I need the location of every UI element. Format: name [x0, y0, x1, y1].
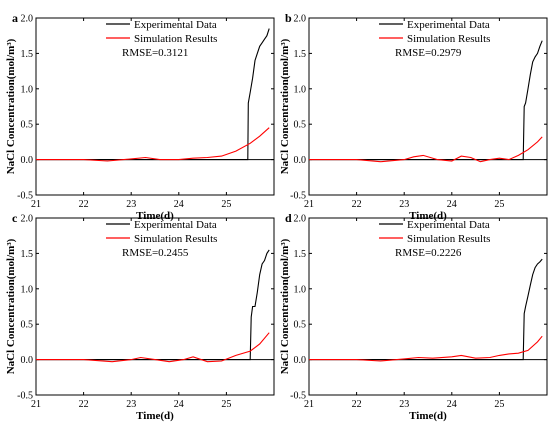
x-axis-title: Time(d) — [409, 410, 447, 422]
legend-label-experimental: Experimental Data — [134, 219, 217, 231]
panels-layer: -0.5 0.0 0.5 1.0 1.5 2.0 21 22 23 24 25 Experimenta… — [5, 11, 548, 422]
x-tick-label: 23 — [399, 399, 409, 410]
x-tick-label: 25 — [221, 399, 231, 410]
x-tick-label: 22 — [352, 399, 362, 410]
rmse-annotation: RMSE=0.2979 — [395, 47, 462, 59]
y-tick-label: 0.5 — [294, 120, 307, 131]
y-axis-title: NaCl Concentration(mol/m³) — [5, 238, 17, 374]
x-tick-label: 23 — [126, 199, 136, 210]
legend-label-simulation: Simulation Results — [407, 33, 490, 45]
x-axis-title: Time(d) — [409, 210, 447, 222]
y-tick-label: 2.0 — [294, 14, 307, 25]
series-line-experimental — [309, 40, 543, 161]
panel-c: -0.5 0.0 0.5 1.0 1.5 2.0 21 22 23 24 25 Experimenta… — [5, 211, 275, 422]
y-tick-label: 0.0 — [294, 155, 307, 166]
panel-letter: d — [285, 211, 292, 225]
legend-label-experimental: Experimental Data — [134, 19, 217, 31]
y-axis-title: NaCl Concentration(mol/m³) — [279, 238, 291, 374]
series-line-experimental — [36, 28, 270, 161]
x-tick-label: 22 — [79, 399, 89, 410]
y-axis-title: NaCl Concentration(mol/m³) — [5, 38, 17, 174]
y-tick-label: -0.5 — [290, 391, 306, 402]
x-tick-label: 24 — [174, 399, 184, 410]
y-tick-label: 0.5 — [21, 120, 34, 131]
x-tick-label: 25 — [494, 399, 504, 410]
y-tick-label: 0.5 — [294, 320, 307, 331]
y-tick-label: 0.5 — [21, 320, 34, 331]
y-tick-label: 2.0 — [21, 14, 34, 25]
series-line-simulation — [36, 127, 270, 162]
panel-b: -0.5 0.0 0.5 1.0 1.5 2.0 21 22 23 24 25 Experimenta… — [279, 11, 548, 222]
panel-letter: b — [285, 11, 292, 25]
x-tick-label: 23 — [126, 399, 136, 410]
y-tick-label: 0.0 — [21, 155, 34, 166]
y-tick-label: 1.0 — [21, 284, 34, 295]
panel-d: -0.5 0.0 0.5 1.0 1.5 2.0 21 22 23 24 25 Experimenta… — [279, 211, 548, 422]
plot-frame — [308, 217, 548, 396]
x-tick-label: 24 — [447, 199, 457, 210]
plot-frame — [308, 17, 548, 196]
x-tick-label: 25 — [221, 199, 231, 210]
x-tick-label: 21 — [31, 399, 41, 410]
x-tick-label: 23 — [399, 199, 409, 210]
x-tick-label: 22 — [352, 199, 362, 210]
panel-a: -0.5 0.0 0.5 1.0 1.5 2.0 21 22 23 24 25 Experimenta… — [5, 11, 275, 222]
legend-label-experimental: Experimental Data — [407, 19, 490, 31]
y-tick-label: -0.5 — [290, 191, 306, 202]
y-tick-label: -0.5 — [17, 191, 33, 202]
y-tick-label: 0.0 — [21, 355, 34, 366]
x-axis-title: Time(d) — [136, 210, 174, 222]
y-tick-label: 2.0 — [21, 214, 34, 225]
y-tick-label: 1.0 — [294, 284, 307, 295]
y-tick-label: 2.0 — [294, 214, 307, 225]
series-line-simulation — [309, 335, 543, 362]
series-line-simulation — [36, 332, 270, 363]
y-tick-label: 1.0 — [294, 84, 307, 95]
x-tick-label: 25 — [494, 199, 504, 210]
y-tick-label: 1.0 — [21, 84, 34, 95]
x-tick-label: 21 — [304, 199, 314, 210]
y-tick-label: 1.5 — [21, 49, 34, 60]
rmse-annotation: RMSE=0.2455 — [122, 247, 189, 259]
legend-label-simulation: Simulation Results — [134, 33, 217, 45]
series-line-experimental — [309, 258, 543, 361]
y-tick-label: 1.5 — [294, 49, 307, 60]
y-tick-label: 1.5 — [21, 249, 34, 260]
x-tick-label: 24 — [447, 399, 457, 410]
legend-label-simulation: Simulation Results — [134, 233, 217, 245]
x-tick-label: 22 — [79, 199, 89, 210]
rmse-annotation: RMSE=0.3121 — [122, 47, 188, 59]
panel-letter: a — [12, 11, 18, 25]
legend-label-experimental: Experimental Data — [407, 219, 490, 231]
panel-letter: c — [12, 211, 18, 225]
legend-label-simulation: Simulation Results — [407, 233, 490, 245]
y-tick-label: 1.5 — [294, 249, 307, 260]
x-tick-label: 21 — [304, 399, 314, 410]
plot-frame — [35, 217, 275, 396]
x-tick-label: 21 — [31, 199, 41, 210]
y-tick-label: 0.0 — [294, 355, 307, 366]
x-axis-title: Time(d) — [136, 410, 174, 422]
plot-frame — [35, 17, 275, 196]
x-tick-label: 24 — [174, 199, 184, 210]
y-tick-label: -0.5 — [17, 391, 33, 402]
series-line-simulation — [309, 136, 543, 163]
y-axis-title: NaCl Concentration(mol/m³) — [279, 38, 291, 174]
series-line-experimental — [36, 249, 270, 361]
rmse-annotation: RMSE=0.2226 — [395, 247, 462, 259]
